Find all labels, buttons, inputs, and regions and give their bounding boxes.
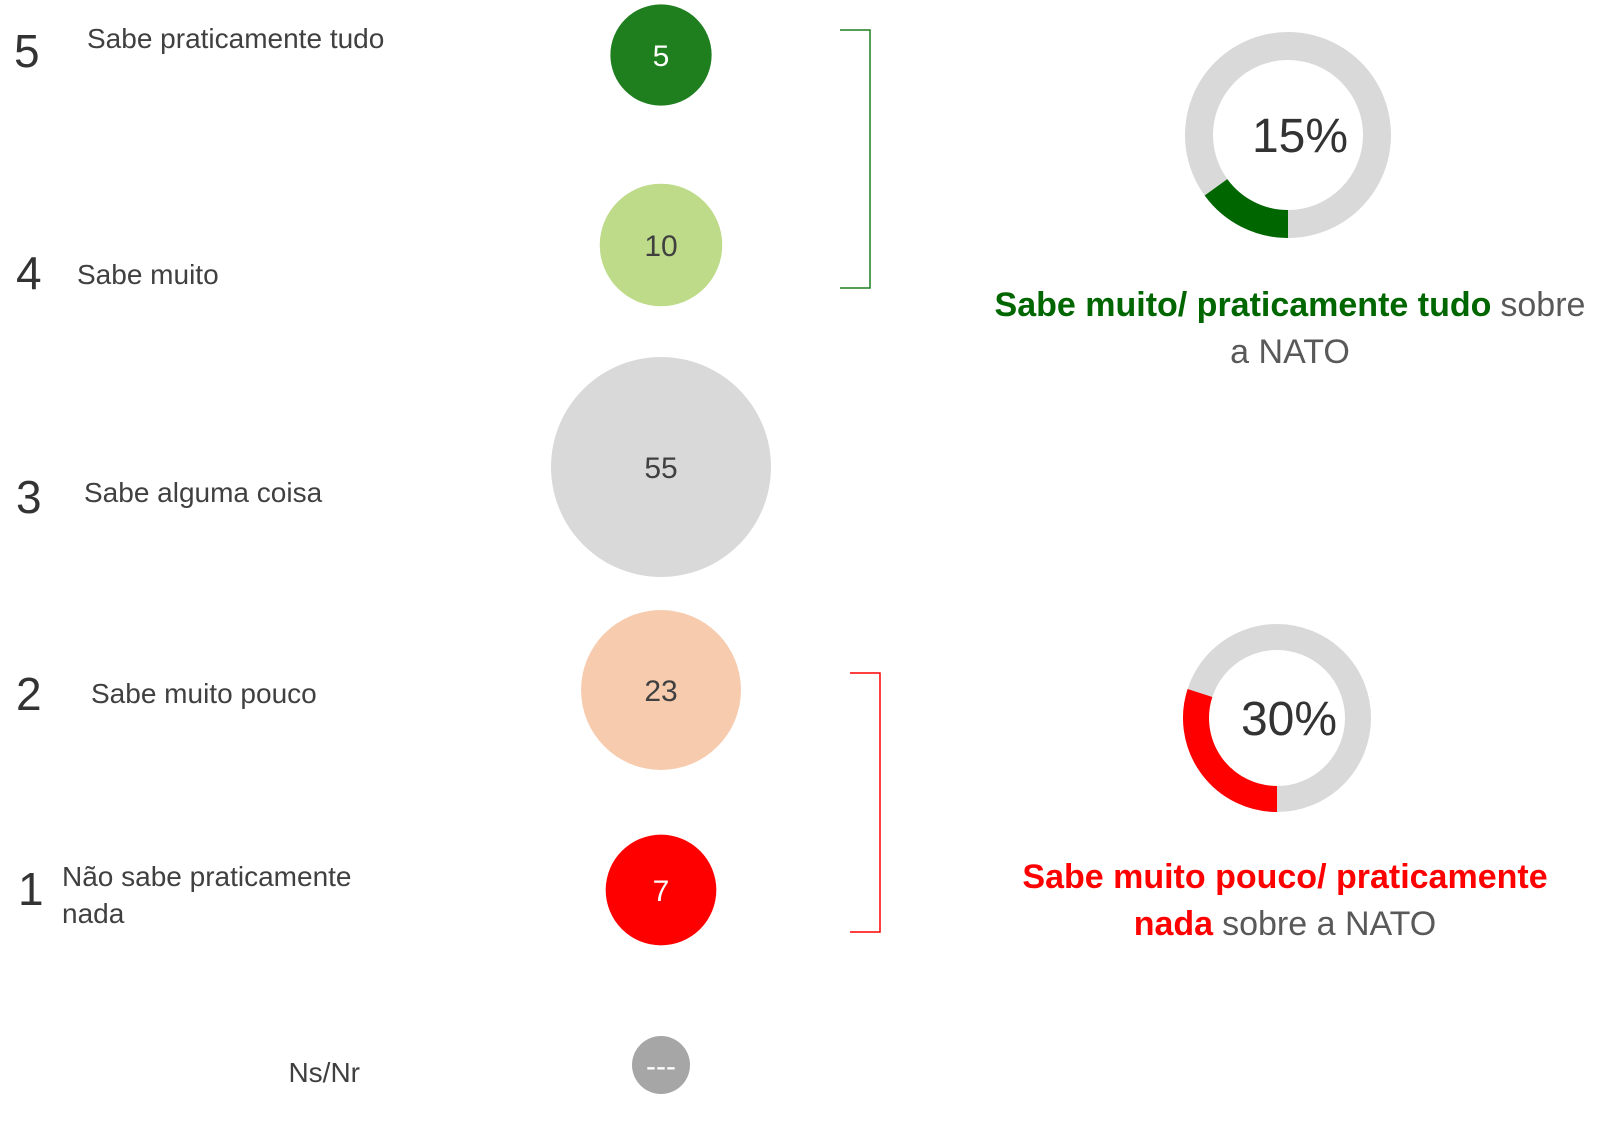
level-label: Sabe praticamente tudo — [87, 23, 385, 54]
level-label: Sabe muito — [77, 259, 219, 290]
level-label: Não sabe praticamente nada — [62, 861, 352, 929]
bubble — [551, 357, 771, 577]
bracket — [840, 29, 871, 289]
caption-bold: Sabe muito pouco/ praticamente nada — [1022, 858, 1548, 943]
bubble-label: --- — [646, 1050, 676, 1083]
bubble-label: 5 — [653, 40, 670, 73]
level-code: 1 — [18, 863, 44, 915]
level-label: Sabe muito pouco — [91, 678, 317, 709]
donut-caption: Sabe muito/ praticamente tudo sobre a NAT… — [990, 282, 1590, 376]
donut-segment — [1183, 688, 1278, 812]
bracket — [850, 672, 881, 933]
bubble-label: 7 — [653, 875, 670, 908]
bubble-label: 10 — [644, 230, 677, 263]
bubble-label: 23 — [644, 675, 677, 708]
bubble — [632, 1036, 690, 1094]
caption-text: sobre a NATO — [1222, 905, 1437, 943]
donut-label: 15% — [1252, 110, 1348, 163]
bubble-label: 55 — [644, 452, 677, 485]
donut-label: 30% — [1241, 693, 1337, 746]
bubble — [605, 834, 717, 946]
caption-bold: Sabe muito/ praticamente tudo — [994, 286, 1492, 324]
donut-segment — [1204, 178, 1289, 238]
level-code: 2 — [16, 668, 42, 720]
bubble — [581, 610, 741, 770]
level-code: 3 — [16, 471, 42, 523]
level-label: Ns/Nr — [288, 1057, 360, 1088]
level-label: Sabe alguma coisa — [84, 477, 323, 508]
caption-text: sobre a NATO — [1230, 286, 1586, 371]
level-code: 5 — [14, 25, 40, 77]
bubble — [610, 4, 712, 106]
bubble — [599, 183, 723, 307]
level-code: 4 — [16, 247, 42, 299]
donut-caption: Sabe muito pouco/ praticamente nada sobre… — [985, 854, 1585, 948]
